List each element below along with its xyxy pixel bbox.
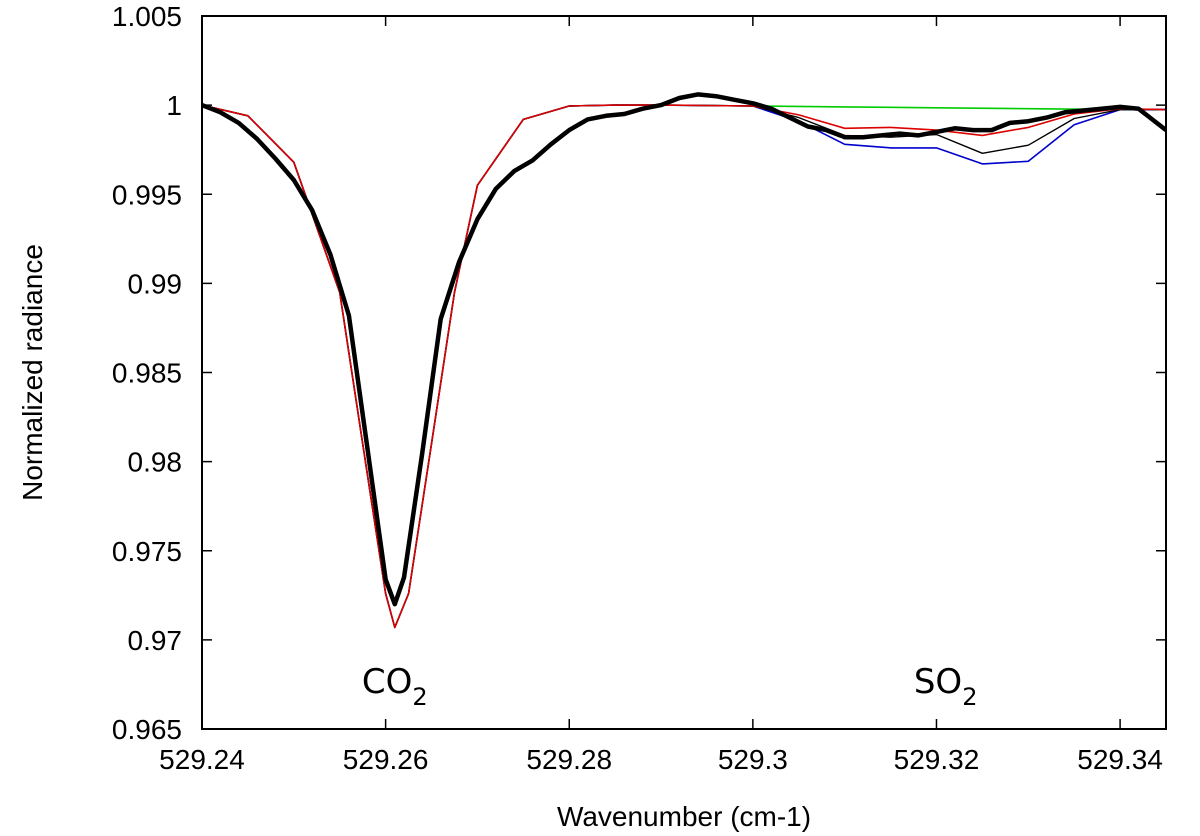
y-tick-label: 0.965	[112, 714, 182, 745]
molecule-label: CO2	[362, 662, 428, 711]
series-layer	[202, 92, 1166, 629]
y-tick-label: 0.985	[112, 358, 182, 389]
series-line-5	[202, 92, 1166, 607]
x-tick-label: 529.34	[1077, 744, 1163, 775]
x-tick-label: 529.32	[894, 744, 980, 775]
annotation-layer: CO2 SO2	[362, 662, 978, 711]
x-tick-label: 529.28	[526, 744, 612, 775]
x-tick-label: 529.24	[159, 744, 245, 775]
y-tick-label: 1	[166, 90, 182, 121]
y-tick-label: 0.975	[112, 536, 182, 567]
y-tick-label: 1.005	[112, 1, 182, 32]
x-axis-title: Wavenumber (cm-1)	[557, 801, 811, 832]
y-tick-label: 0.99	[128, 268, 183, 299]
x-tick-label: 529.26	[343, 744, 429, 775]
tick-label-layer: 529.24 529.26 529.28 529.3 529.32 529.34 0.965…	[112, 1, 1163, 775]
y-tick-label: 0.995	[112, 179, 182, 210]
tick-layer	[201, 15, 1166, 730]
molecule-label: SO2	[914, 662, 978, 711]
y-axis-title: Normalized radiance	[17, 244, 48, 501]
y-tick-label: 0.98	[128, 447, 183, 478]
x-tick-label: 529.3	[718, 744, 788, 775]
y-tick-label: 0.97	[128, 625, 183, 656]
series-line-4	[202, 104, 1166, 629]
